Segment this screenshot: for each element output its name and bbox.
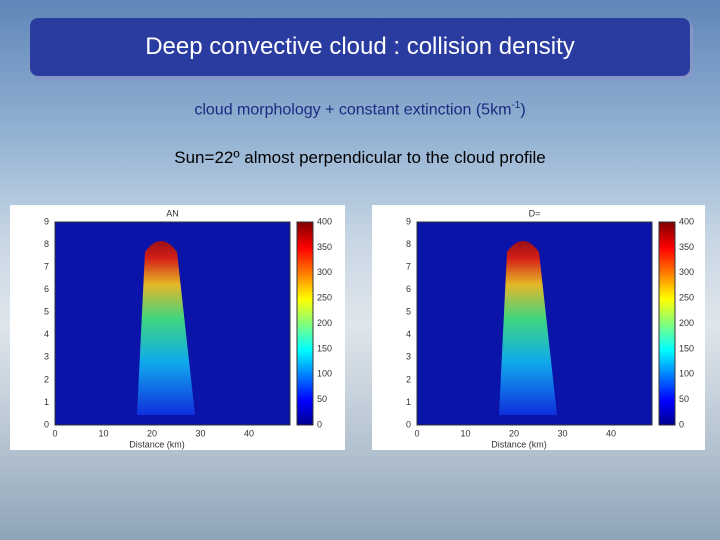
colorbar	[658, 221, 676, 426]
colorbar-tick-label: 250	[679, 293, 694, 303]
colorbar-tick-label: 150	[679, 343, 694, 353]
superscript: -1	[511, 100, 521, 111]
y-tick-label: 3	[44, 352, 49, 362]
note: Sun=22º almost perpendicular to the clou…	[174, 148, 546, 167]
colorbar-tick-label: 400	[317, 216, 332, 226]
x-tick-label: 30	[557, 428, 567, 438]
x-tick-label: 0	[414, 428, 419, 438]
y-tick-label: 0	[44, 419, 49, 429]
figure: AN 0 1 2 3 4 5 6 7 8 9 0 10 20 30 40 Distance (km) 0 50 100…	[10, 205, 345, 450]
y-tick-label: 4	[406, 329, 411, 339]
y-tick-label: 2	[44, 374, 49, 384]
colorbar-tick-label: 300	[679, 267, 694, 277]
colorbar-tick-label: 150	[317, 343, 332, 353]
colorbar-tick-label: 50	[317, 394, 327, 404]
subtitle-closing: )	[520, 101, 526, 119]
y-tick-label: 5	[44, 307, 49, 317]
colorbar-tick-label: 200	[679, 318, 694, 328]
x-axis-label: Distance (km)	[129, 439, 185, 449]
y-tick-label: 5	[406, 307, 411, 317]
colorbar-tick-label: 0	[679, 419, 684, 429]
y-tick-label: 2	[406, 374, 411, 384]
x-tick-label: 10	[460, 428, 470, 438]
subtitle-text: cloud morphology + constant extinction (…	[194, 101, 512, 119]
colorbar-tick-label: 200	[317, 318, 332, 328]
x-axis-label: Distance (km)	[491, 439, 547, 449]
y-tick-label: 4	[44, 329, 49, 339]
subtitle: cloud morphology + constant extinction (…	[0, 100, 720, 119]
x-tick-label: 20	[147, 428, 157, 438]
figure: D= 0 1 2 3 4 5 6 7 8 9 0 10 20 30 40 Distance (km) 0 50 100…	[372, 205, 705, 450]
x-tick-label: 30	[195, 428, 205, 438]
x-tick-label: 20	[509, 428, 519, 438]
colorbar-tick-label: 0	[317, 419, 322, 429]
y-tick-label: 6	[44, 284, 49, 294]
colorbar	[296, 221, 314, 426]
slide-title: Deep convective cloud : collision densit…	[30, 18, 690, 76]
x-tick-label: 10	[98, 428, 108, 438]
colorbar-tick-label: 250	[317, 293, 332, 303]
colorbar-tick-label: 300	[317, 267, 332, 277]
cloud	[137, 241, 195, 415]
x-tick-label: 40	[244, 428, 254, 438]
y-tick-label: 0	[406, 419, 411, 429]
colorbar-tick-label: 100	[317, 369, 332, 379]
y-tick-label: 8	[406, 239, 411, 249]
cloud	[499, 241, 557, 415]
y-tick-label: 9	[44, 216, 49, 226]
panel-title: D=	[529, 208, 541, 218]
y-tick-label: 7	[406, 261, 411, 271]
y-tick-label: 8	[44, 239, 49, 249]
colorbar-tick-label: 350	[679, 242, 694, 252]
colorbar-tick-label: 350	[317, 242, 332, 252]
colorbar-tick-label: 400	[679, 216, 694, 226]
y-tick-label: 7	[44, 261, 49, 271]
x-tick-label: 0	[52, 428, 57, 438]
colorbar-tick-label: 50	[679, 394, 689, 404]
y-tick-label: 1	[406, 397, 411, 407]
y-tick-label: 1	[44, 397, 49, 407]
colorbar-tick-label: 100	[679, 369, 694, 379]
y-tick-label: 6	[406, 284, 411, 294]
x-tick-label: 40	[606, 428, 616, 438]
panel-title: AN	[166, 208, 179, 218]
y-tick-label: 9	[406, 216, 411, 226]
y-tick-label: 3	[406, 352, 411, 362]
